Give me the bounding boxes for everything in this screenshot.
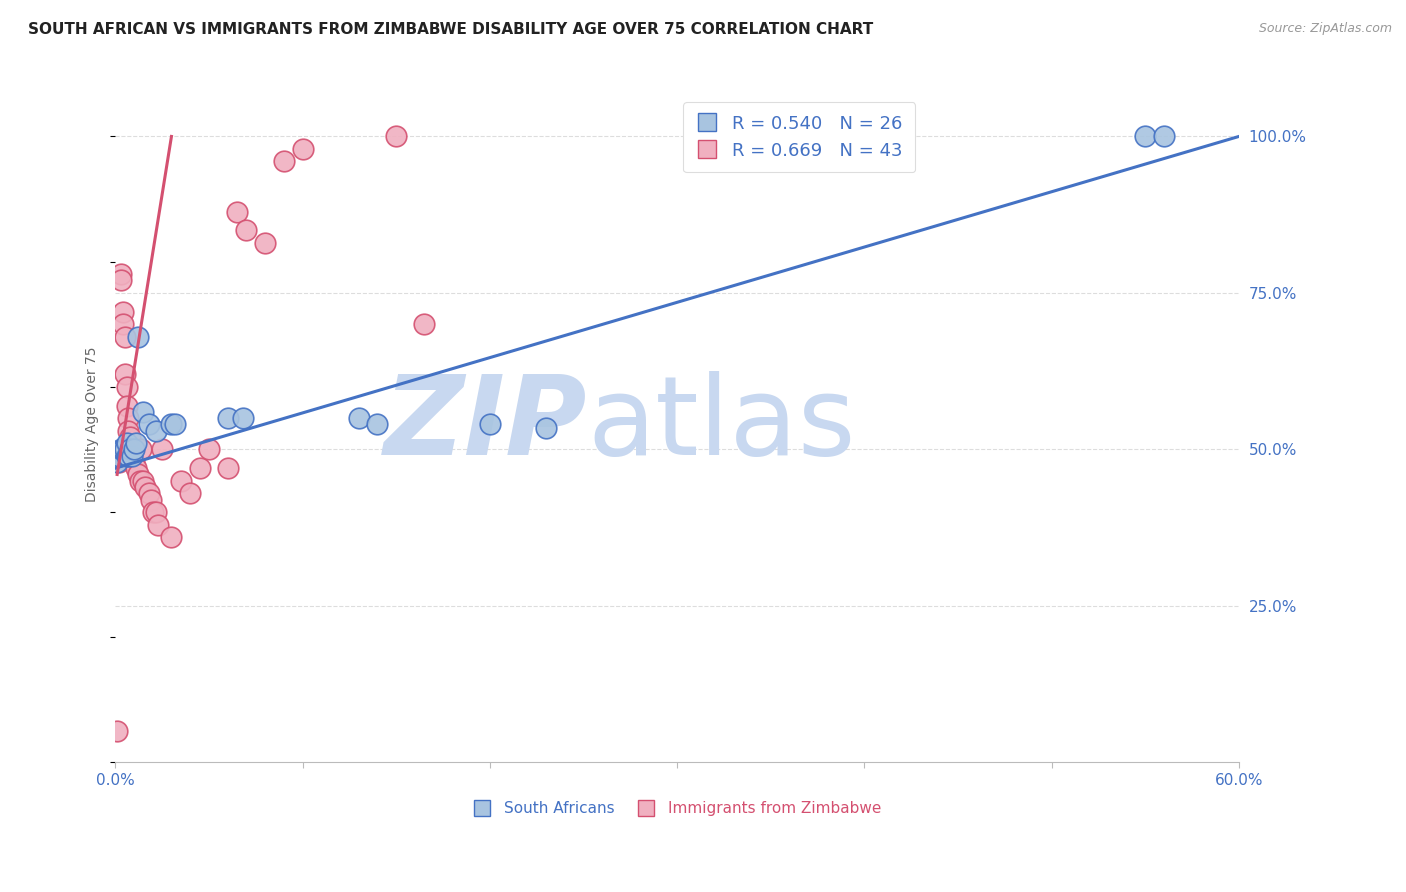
Point (111, 317, 134, 331)
Point (138, 417, 160, 432)
Point (121, 449, 143, 463)
Point (198, 442, 221, 457)
Point (105, 724, 128, 739)
Point (170, 474, 193, 488)
Point (179, 486, 201, 500)
Point (160, 417, 183, 432)
Point (347, 411, 370, 425)
Point (110, 273, 132, 287)
Point (117, 449, 139, 463)
Point (122, 442, 145, 457)
Point (131, 442, 153, 457)
Point (108, 449, 131, 463)
Point (114, 368, 136, 382)
Point (120, 430, 142, 444)
Point (111, 304, 134, 318)
Point (121, 449, 143, 463)
Point (114, 442, 136, 457)
Point (478, 417, 501, 432)
Point (1153, 129, 1175, 144)
Point (110, 442, 132, 457)
Point (115, 399, 138, 413)
Point (232, 411, 254, 425)
Point (235, 223, 257, 237)
Point (534, 420, 557, 434)
Point (217, 461, 239, 475)
Point (117, 411, 139, 425)
Point (291, 142, 314, 156)
Point (1135, 129, 1157, 144)
Point (117, 424, 139, 438)
Point (132, 474, 155, 488)
Point (148, 517, 170, 532)
Point (226, 204, 249, 219)
Point (127, 467, 149, 482)
Point (145, 505, 167, 519)
Text: Source: ZipAtlas.com: Source: ZipAtlas.com (1258, 22, 1392, 36)
Point (120, 442, 142, 457)
Point (366, 417, 388, 432)
Point (115, 436, 138, 450)
Point (108, 455, 131, 469)
Point (160, 530, 183, 544)
Y-axis label: Disability Age Over 75: Disability Age Over 75 (86, 347, 100, 502)
Point (138, 486, 160, 500)
Point (122, 455, 145, 469)
Point (150, 442, 173, 457)
Point (114, 330, 136, 344)
Point (273, 154, 295, 169)
Text: atlas: atlas (588, 371, 856, 478)
Point (165, 417, 187, 432)
Point (115, 449, 138, 463)
Point (111, 442, 134, 457)
Text: SOUTH AFRICAN VS IMMIGRANTS FROM ZIMBABWE DISABILITY AGE OVER 75 CORRELATION CHA: SOUTH AFRICAN VS IMMIGRANTS FROM ZIMBABW… (28, 22, 873, 37)
Point (128, 474, 150, 488)
Point (120, 442, 142, 457)
Point (385, 129, 408, 144)
Point (122, 442, 145, 457)
Legend: South Africans, Immigrants from Zimbabwe: South Africans, Immigrants from Zimbabwe (467, 795, 887, 822)
Point (132, 405, 155, 419)
Text: ZIP: ZIP (384, 371, 588, 478)
Point (134, 480, 156, 494)
Point (110, 267, 132, 281)
Point (188, 461, 211, 475)
Point (139, 492, 162, 507)
Point (115, 380, 138, 394)
Point (142, 505, 165, 519)
Point (105, 455, 128, 469)
Point (121, 442, 143, 457)
Point (125, 436, 148, 450)
Point (413, 317, 436, 331)
Point (254, 235, 277, 250)
Point (145, 424, 167, 438)
Point (217, 411, 239, 425)
Point (125, 461, 148, 475)
Point (127, 330, 149, 344)
